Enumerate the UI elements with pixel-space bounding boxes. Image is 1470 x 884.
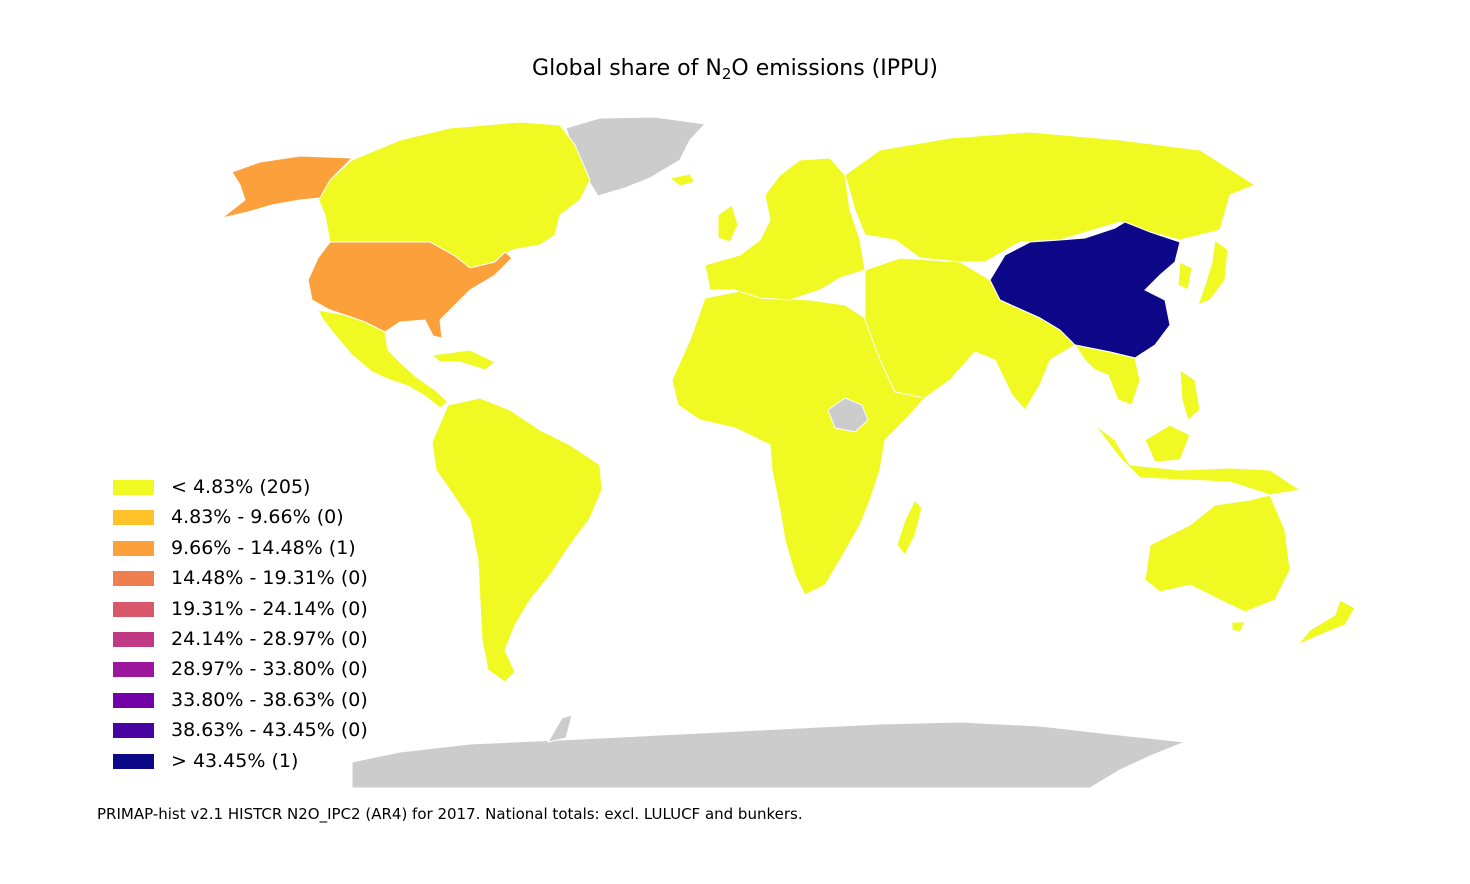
japan <box>1197 239 1229 306</box>
antarctica <box>351 721 1186 789</box>
mexico-central-america <box>317 309 449 409</box>
legend-label: 19.31% - 24.14% (0) <box>171 597 368 620</box>
indonesia <box>1094 424 1302 496</box>
legend-swatch <box>113 601 154 617</box>
map-title: Global share of N2O emissions (IPPU) <box>532 56 938 83</box>
canada <box>317 121 591 269</box>
legend-label: < 4.83% (205) <box>171 476 311 498</box>
legend-swatch <box>113 571 154 587</box>
iceland <box>668 173 696 187</box>
legend-swatch <box>113 723 154 739</box>
legend-swatch <box>113 753 154 769</box>
philippines <box>1179 369 1201 421</box>
new-zealand <box>1297 599 1356 646</box>
alaska <box>221 155 354 219</box>
south-sudan <box>827 397 869 433</box>
legend-label: 28.97% - 33.80% (0) <box>171 658 368 681</box>
legend-swatch <box>113 632 154 647</box>
legend-swatch <box>113 540 154 556</box>
madagascar <box>896 499 923 556</box>
legend-swatch <box>113 662 154 678</box>
africa <box>671 289 926 596</box>
tasmania <box>1231 621 1246 633</box>
caribbean <box>430 349 496 371</box>
legend-label: 33.80% - 38.63% (0) <box>171 688 368 711</box>
legend-swatch <box>113 480 154 495</box>
borneo-sulawesi <box>1144 424 1191 463</box>
southeast-asia <box>1073 344 1141 406</box>
legend-label: 24.14% - 28.97% (0) <box>171 628 368 650</box>
legend-label: 38.63% - 43.45% (0) <box>171 719 368 742</box>
uk <box>717 204 739 243</box>
south-america <box>431 397 603 683</box>
australia <box>1144 494 1291 613</box>
china <box>989 221 1181 359</box>
legend-label: 4.83% - 9.66% (0) <box>171 506 344 529</box>
legend-label: 9.66% - 14.48% (1) <box>171 536 356 559</box>
legend-label: > 43.45% (1) <box>171 749 299 772</box>
source-note: PRIMAP-hist v2.1 HISTCR N2O_IPC2 (AR4) f… <box>97 805 803 823</box>
legend-swatch <box>113 510 154 526</box>
antarctic-peninsula <box>546 714 573 743</box>
europe <box>704 157 866 301</box>
legend-label: 14.48% - 19.31% (0) <box>171 567 368 590</box>
legend-swatch <box>113 692 154 708</box>
usa <box>307 241 513 339</box>
korea <box>1177 261 1193 291</box>
